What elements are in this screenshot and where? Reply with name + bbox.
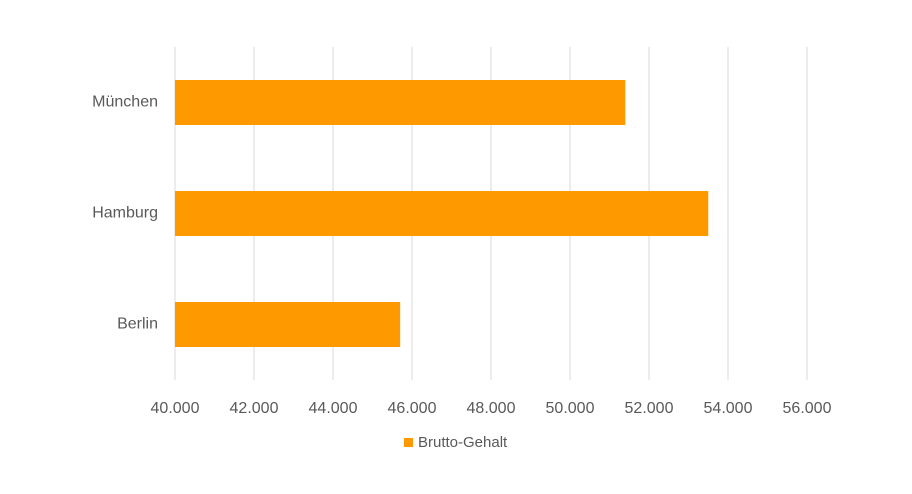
legend-label: Brutto-Gehalt — [418, 434, 508, 451]
x-tick-label: 50.000 — [546, 400, 595, 417]
x-tick-label: 46.000 — [388, 400, 437, 417]
y-tick-label: Berlin — [117, 316, 158, 333]
y-tick-label: München — [92, 94, 158, 111]
x-tick-label: 48.000 — [467, 400, 516, 417]
bar — [175, 191, 709, 236]
x-tick-label: 52.000 — [625, 400, 674, 417]
bar — [175, 302, 401, 347]
x-tick-label: 40.000 — [151, 400, 200, 417]
x-tick-label: 42.000 — [230, 400, 279, 417]
legend-swatch — [404, 438, 413, 447]
bar — [175, 80, 626, 125]
x-tick-label: 44.000 — [309, 400, 358, 417]
x-tick-label: 54.000 — [704, 400, 753, 417]
x-tick-label: 56.000 — [783, 400, 832, 417]
y-tick-label: Hamburg — [92, 205, 158, 222]
